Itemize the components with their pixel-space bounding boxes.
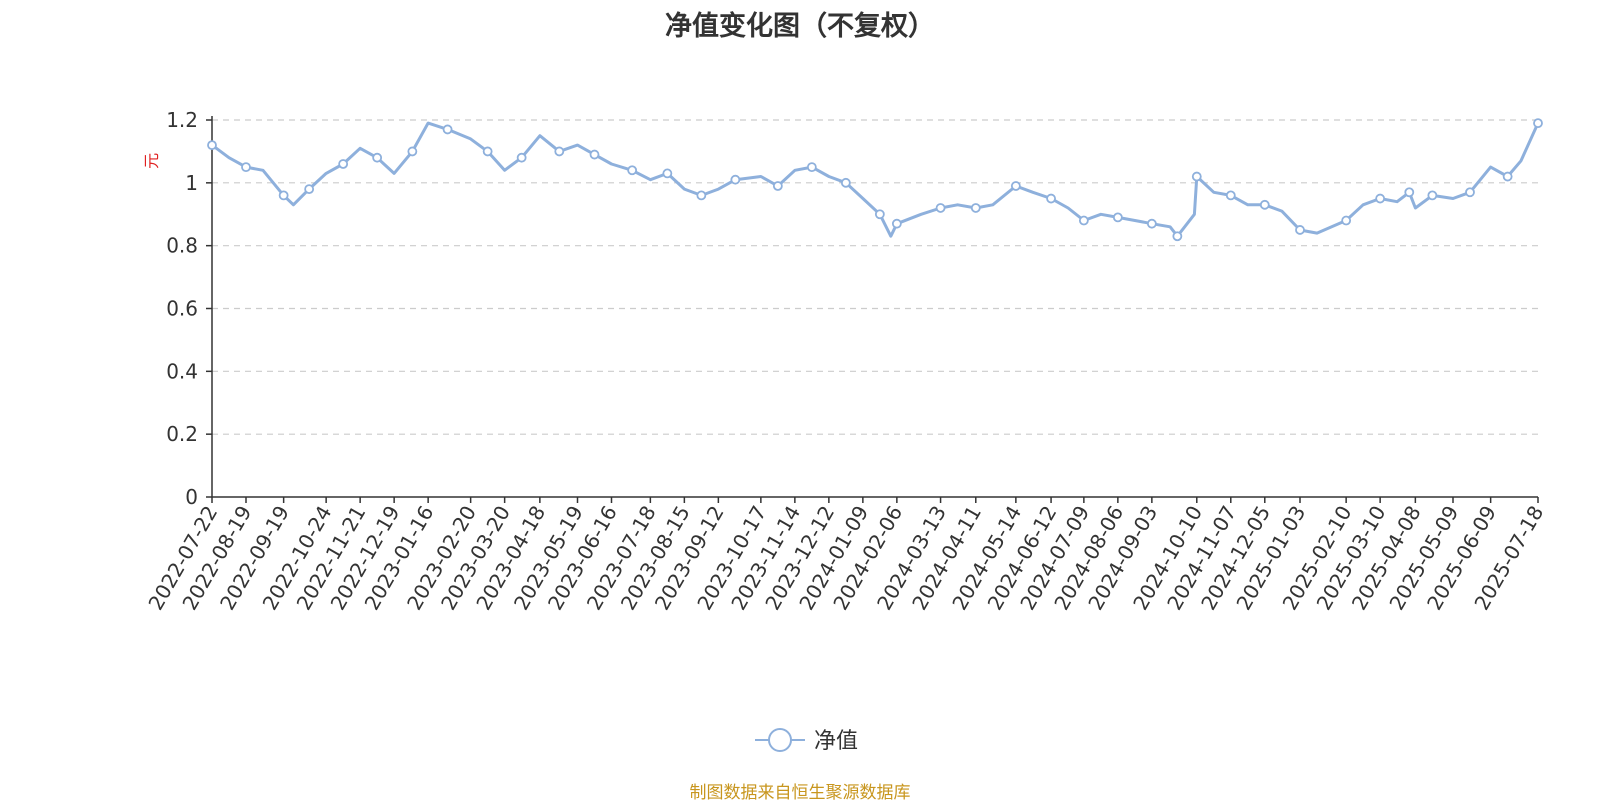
data-point bbox=[662, 168, 673, 179]
data-point bbox=[278, 190, 289, 201]
data-point bbox=[1533, 118, 1543, 129]
data-point bbox=[970, 203, 981, 213]
data-point bbox=[1427, 190, 1438, 201]
data-source-note: 制图数据来自恒生聚源数据库 bbox=[689, 783, 911, 803]
data-point bbox=[874, 209, 885, 220]
chart-title: 净值变化图（不复权） bbox=[665, 11, 935, 42]
data-point bbox=[772, 181, 783, 191]
data-point bbox=[304, 184, 315, 195]
data-point bbox=[207, 140, 217, 151]
data-point bbox=[1112, 212, 1123, 223]
data-point bbox=[1465, 187, 1475, 198]
data-point bbox=[840, 177, 851, 188]
data-point bbox=[589, 149, 600, 160]
data-point bbox=[554, 146, 565, 157]
data-point bbox=[1046, 193, 1056, 204]
data-point bbox=[482, 146, 493, 157]
series-line bbox=[211, 121, 1540, 238]
data-point bbox=[338, 159, 349, 169]
y-tick-label: 0 bbox=[185, 485, 198, 509]
data-point bbox=[1078, 215, 1089, 226]
data-point bbox=[1375, 193, 1386, 204]
data-point bbox=[516, 152, 527, 163]
data-point bbox=[1259, 199, 1270, 210]
data-point bbox=[1502, 171, 1513, 182]
y-tick-label: 0.6 bbox=[166, 297, 198, 321]
data-point bbox=[730, 174, 741, 185]
data-point bbox=[1225, 190, 1236, 201]
data-point bbox=[935, 203, 946, 213]
data-point bbox=[442, 124, 453, 135]
data-point bbox=[1172, 231, 1183, 242]
data-point bbox=[1295, 225, 1305, 235]
y-tick-label: 0.2 bbox=[166, 422, 198, 446]
y-tick-label: 0.8 bbox=[166, 234, 198, 258]
data-point bbox=[1146, 218, 1157, 229]
data-point bbox=[407, 146, 418, 157]
data-point bbox=[1010, 181, 1021, 191]
data-point bbox=[627, 165, 638, 176]
data-point bbox=[1341, 215, 1352, 226]
data-point bbox=[891, 218, 902, 229]
data-point bbox=[372, 152, 383, 163]
y-tick-label: 1 bbox=[185, 171, 198, 195]
legend-label: 净值 bbox=[814, 729, 858, 754]
data-point bbox=[1404, 187, 1415, 198]
y-tick-label: 1.2 bbox=[166, 108, 198, 132]
y-axis-label: 元 bbox=[142, 153, 161, 169]
y-tick-label: 0.4 bbox=[166, 359, 198, 383]
data-point bbox=[806, 162, 817, 173]
data-point bbox=[696, 190, 707, 201]
legend-marker bbox=[768, 728, 792, 752]
data-point bbox=[1191, 171, 1202, 182]
data-point bbox=[241, 162, 251, 173]
